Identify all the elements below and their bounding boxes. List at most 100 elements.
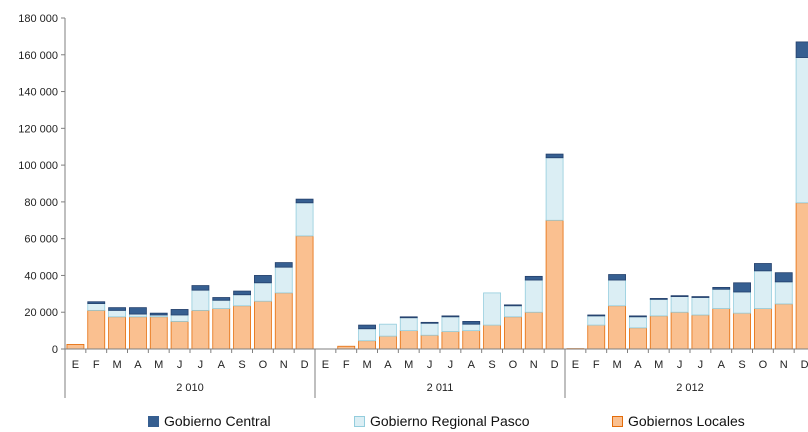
month-tick-label: E: [322, 359, 329, 371]
month-tick-label: M: [112, 359, 121, 371]
month-tick-label: N: [780, 359, 788, 371]
bar-segment-gobierno-central: [358, 324, 376, 330]
bar-segment-gobierno-central: [212, 297, 231, 301]
bar-segment-gobierno-regional-pasco: [587, 315, 606, 326]
bar-segment-gobierno-central: [795, 41, 808, 58]
bar-segment-gobierno-central: [754, 263, 772, 272]
bar-segment-gobierno-central: [629, 315, 647, 318]
bar-segment-gobiernos-locales: [691, 314, 710, 350]
bar-segment-gobierno-central: [649, 298, 668, 300]
bar-segment-gobierno-central: [233, 290, 251, 296]
bar-segment-gobiernos-locales: [649, 315, 668, 350]
bar-segment-gobierno-regional-pasco: [379, 323, 397, 337]
bar-segment-gobiernos-locales: [254, 300, 272, 350]
bar-segment-gobierno-central: [670, 295, 689, 297]
bar-segment-gobierno-central: [191, 285, 210, 291]
bar-segment-gobiernos-locales: [149, 316, 168, 350]
bar-segment-gobiernos-locales: [108, 316, 126, 350]
month-tick-label: E: [72, 359, 79, 371]
legend-swatch-gobierno-regional-pasco: [354, 415, 365, 427]
bar-segment-gobierno-central: [608, 274, 626, 281]
bar-segment-gobierno-regional-pasco: [87, 303, 106, 311]
bar-segment-gobierno-central: [420, 321, 439, 324]
bar-segment-gobierno-central: [462, 321, 481, 325]
bar-segment-gobiernos-locales: [545, 219, 564, 350]
bar-segment-gobiernos-locales: [462, 330, 481, 350]
month-tick-label: F: [343, 359, 350, 371]
bar-segment-gobiernos-locales: [754, 308, 772, 350]
bar-segment-gobierno-regional-pasco: [462, 323, 481, 332]
bar-segment-gobiernos-locales: [358, 340, 376, 350]
bar-segment-gobierno-regional-pasco: [441, 316, 460, 332]
y-tick-label: 160 000: [18, 50, 58, 62]
legend: Gobierno Central Gobierno Regional Pasco…: [0, 410, 808, 432]
bar-segment-gobiernos-locales: [191, 309, 210, 350]
month-tick-label: M: [362, 359, 371, 371]
y-tick-label: 140 000: [18, 87, 58, 99]
y-tick-label: 100 000: [18, 160, 58, 172]
bar-segment-gobierno-regional-pasco: [691, 297, 710, 316]
bar-segment-gobierno-central: [87, 301, 106, 304]
bar-segment-gobiernos-locales: [483, 324, 501, 350]
month-tick-label: E: [572, 359, 579, 371]
bar-segment-gobiernos-locales: [774, 303, 793, 350]
bar-segment-gobierno-regional-pasco: [274, 266, 293, 294]
legend-label-gobierno-central: Gobierno Central: [164, 413, 271, 429]
month-tick-label: O: [759, 359, 768, 371]
y-tick-label: 120 000: [18, 123, 58, 135]
bar-segment-gobiernos-locales: [295, 235, 314, 350]
y-tick-label: 20 000: [24, 307, 58, 319]
bar-segment-gobierno-central: [524, 275, 543, 281]
bar-segment-gobierno-regional-pasco: [545, 157, 564, 221]
bar-segment-gobierno-regional-pasco: [129, 313, 147, 318]
month-tick-label: M: [612, 359, 621, 371]
bar-segment-gobierno-regional-pasco: [649, 298, 668, 317]
bar-segment-gobierno-central: [274, 262, 293, 268]
month-tick-label: A: [384, 359, 392, 371]
bar-segment-gobierno-central: [545, 153, 564, 159]
bars-layer: [66, 41, 808, 350]
legend-swatch-gobiernos-locales: [612, 415, 623, 427]
bar-segment-gobierno-regional-pasco: [524, 279, 543, 313]
bar-segment-gobierno-regional-pasco: [295, 202, 314, 237]
bar-segment-gobierno-central: [504, 304, 522, 307]
bar-segment-gobiernos-locales: [524, 311, 543, 350]
bar-segment-gobierno-regional-pasco: [712, 288, 731, 309]
month-tick-label: A: [634, 359, 642, 371]
bar-segment-gobierno-central: [691, 296, 710, 298]
bar-segment-gobierno-central: [129, 307, 147, 315]
year-label: 2 012: [676, 382, 704, 394]
bar-segment-gobierno-regional-pasco: [629, 316, 647, 329]
bar-segment-gobierno-central: [108, 307, 126, 311]
month-tick-label: J: [198, 359, 204, 371]
bar-segment-gobierno-regional-pasco: [170, 314, 189, 322]
bar-segment-gobierno-regional-pasco: [108, 309, 126, 318]
month-tick-label: J: [698, 359, 704, 371]
month-tick-label: N: [280, 359, 288, 371]
bar-segment-gobierno-central: [733, 282, 751, 293]
legend-item-gobiernos-locales: Gobiernos Locales: [612, 413, 745, 429]
year-label: 2 011: [427, 382, 454, 394]
month-tick-label: A: [134, 359, 142, 371]
bar-segment-gobierno-regional-pasco: [670, 296, 689, 313]
y-tick-label: 80 000: [24, 197, 58, 209]
bar-segment-gobierno-regional-pasco: [608, 279, 626, 307]
month-tick-label: O: [259, 359, 268, 371]
bar-segment-gobierno-central: [774, 272, 793, 283]
y-tick-label: 0: [52, 344, 58, 356]
bar-segment-gobiernos-locales: [608, 305, 626, 350]
bar-segment-gobiernos-locales: [399, 330, 418, 350]
bar-segment-gobiernos-locales: [670, 311, 689, 350]
month-tick-label: O: [509, 359, 518, 371]
bar-segment-gobiernos-locales: [274, 292, 293, 350]
bar-segment-gobierno-regional-pasco: [358, 328, 376, 342]
bar-segment-gobierno-central: [587, 314, 606, 317]
bar-segment-gobierno-central: [441, 315, 460, 318]
bar-segment-gobiernos-locales: [66, 343, 85, 350]
month-tick-label: M: [654, 359, 663, 371]
bar-segment-gobierno-central: [149, 312, 168, 316]
month-tick-label: S: [488, 359, 495, 371]
bar-segment-gobiernos-locales: [379, 335, 397, 350]
